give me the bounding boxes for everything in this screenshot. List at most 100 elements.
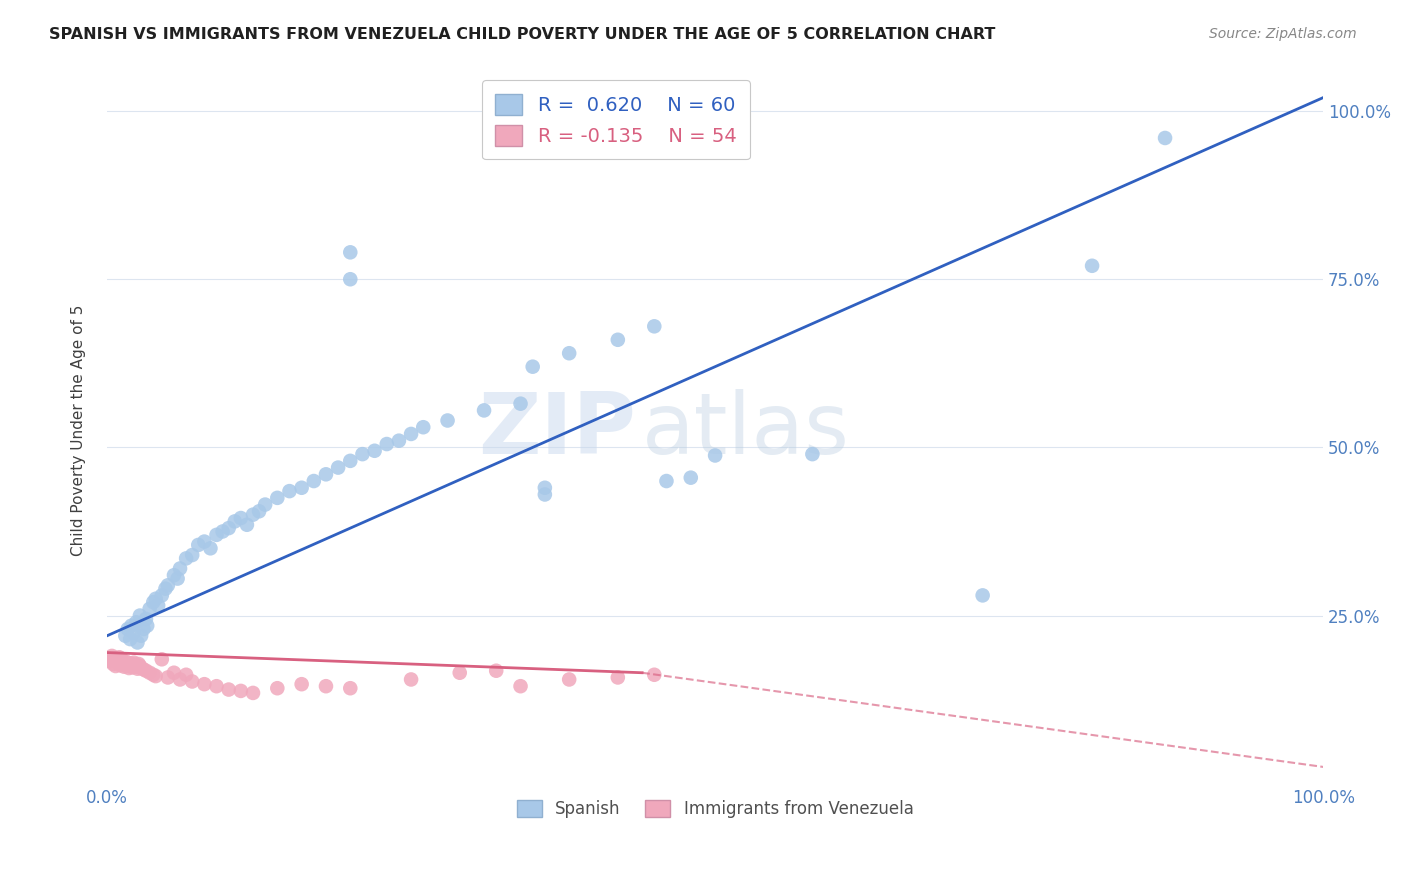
Point — [266, 681, 288, 696]
Point — [114, 654, 136, 668]
Point — [155, 582, 177, 596]
Point — [266, 491, 288, 505]
Point — [655, 474, 678, 488]
Point — [339, 245, 361, 260]
Point — [125, 659, 148, 673]
Point — [315, 467, 337, 482]
Point — [120, 632, 142, 646]
Point — [129, 661, 152, 675]
Text: Source: ZipAtlas.com: Source: ZipAtlas.com — [1209, 27, 1357, 41]
Point — [187, 538, 209, 552]
Point — [156, 578, 179, 592]
Point — [679, 471, 702, 485]
Point — [135, 612, 157, 626]
Point — [200, 541, 222, 556]
Point — [108, 650, 131, 665]
Point — [128, 657, 150, 671]
Point — [509, 679, 531, 693]
Point — [291, 677, 314, 691]
Point — [181, 548, 204, 562]
Point — [169, 673, 191, 687]
Point — [193, 677, 215, 691]
Point — [125, 615, 148, 630]
Point — [326, 460, 349, 475]
Point — [339, 454, 361, 468]
Point — [399, 426, 422, 441]
Point — [704, 449, 727, 463]
Point — [174, 667, 197, 681]
Point — [107, 656, 129, 670]
Point — [205, 679, 228, 693]
Point — [101, 648, 124, 663]
Point — [242, 686, 264, 700]
Point — [100, 654, 122, 668]
Point — [163, 568, 186, 582]
Point — [339, 681, 361, 696]
Point — [135, 664, 157, 678]
Point — [558, 346, 581, 360]
Point — [120, 658, 142, 673]
Point — [972, 588, 994, 602]
Point — [115, 657, 138, 671]
Point — [1081, 259, 1104, 273]
Point — [124, 657, 146, 672]
Point — [205, 528, 228, 542]
Point — [388, 434, 411, 448]
Point — [111, 652, 134, 666]
Point — [122, 656, 145, 670]
Point — [132, 662, 155, 676]
Point — [145, 591, 167, 606]
Point — [104, 659, 127, 673]
Point — [101, 657, 124, 671]
Point — [112, 659, 135, 673]
Point — [122, 625, 145, 640]
Point — [1154, 131, 1177, 145]
Point — [129, 608, 152, 623]
Point — [142, 595, 165, 609]
Point — [254, 498, 277, 512]
Point — [181, 674, 204, 689]
Point — [150, 652, 173, 666]
Point — [127, 635, 149, 649]
Point — [166, 572, 188, 586]
Point — [138, 665, 160, 680]
Point — [534, 487, 557, 501]
Point — [218, 521, 240, 535]
Point — [558, 673, 581, 687]
Point — [302, 474, 325, 488]
Point — [120, 657, 142, 671]
Point — [224, 515, 246, 529]
Text: SPANISH VS IMMIGRANTS FROM VENEZUELA CHILD POVERTY UNDER THE AGE OF 5 CORRELATIO: SPANISH VS IMMIGRANTS FROM VENEZUELA CHI… — [49, 27, 995, 42]
Point — [145, 669, 167, 683]
Point — [142, 667, 165, 681]
Point — [229, 511, 252, 525]
Point — [242, 508, 264, 522]
Point — [218, 682, 240, 697]
Point — [412, 420, 434, 434]
Point — [129, 629, 152, 643]
Point — [211, 524, 233, 539]
Point — [132, 622, 155, 636]
Point — [606, 333, 628, 347]
Point — [801, 447, 824, 461]
Point — [121, 660, 143, 674]
Point — [352, 447, 374, 461]
Point — [485, 664, 508, 678]
Point — [375, 437, 398, 451]
Point — [291, 481, 314, 495]
Point — [129, 659, 152, 673]
Point — [247, 504, 270, 518]
Point — [169, 561, 191, 575]
Point — [643, 667, 665, 681]
Point — [156, 670, 179, 684]
Point — [111, 657, 134, 671]
Point — [110, 658, 132, 673]
Point — [138, 602, 160, 616]
Point — [363, 443, 385, 458]
Point — [127, 662, 149, 676]
Point — [174, 551, 197, 566]
Point — [120, 618, 142, 632]
Point — [278, 484, 301, 499]
Point — [399, 673, 422, 687]
Point — [606, 670, 628, 684]
